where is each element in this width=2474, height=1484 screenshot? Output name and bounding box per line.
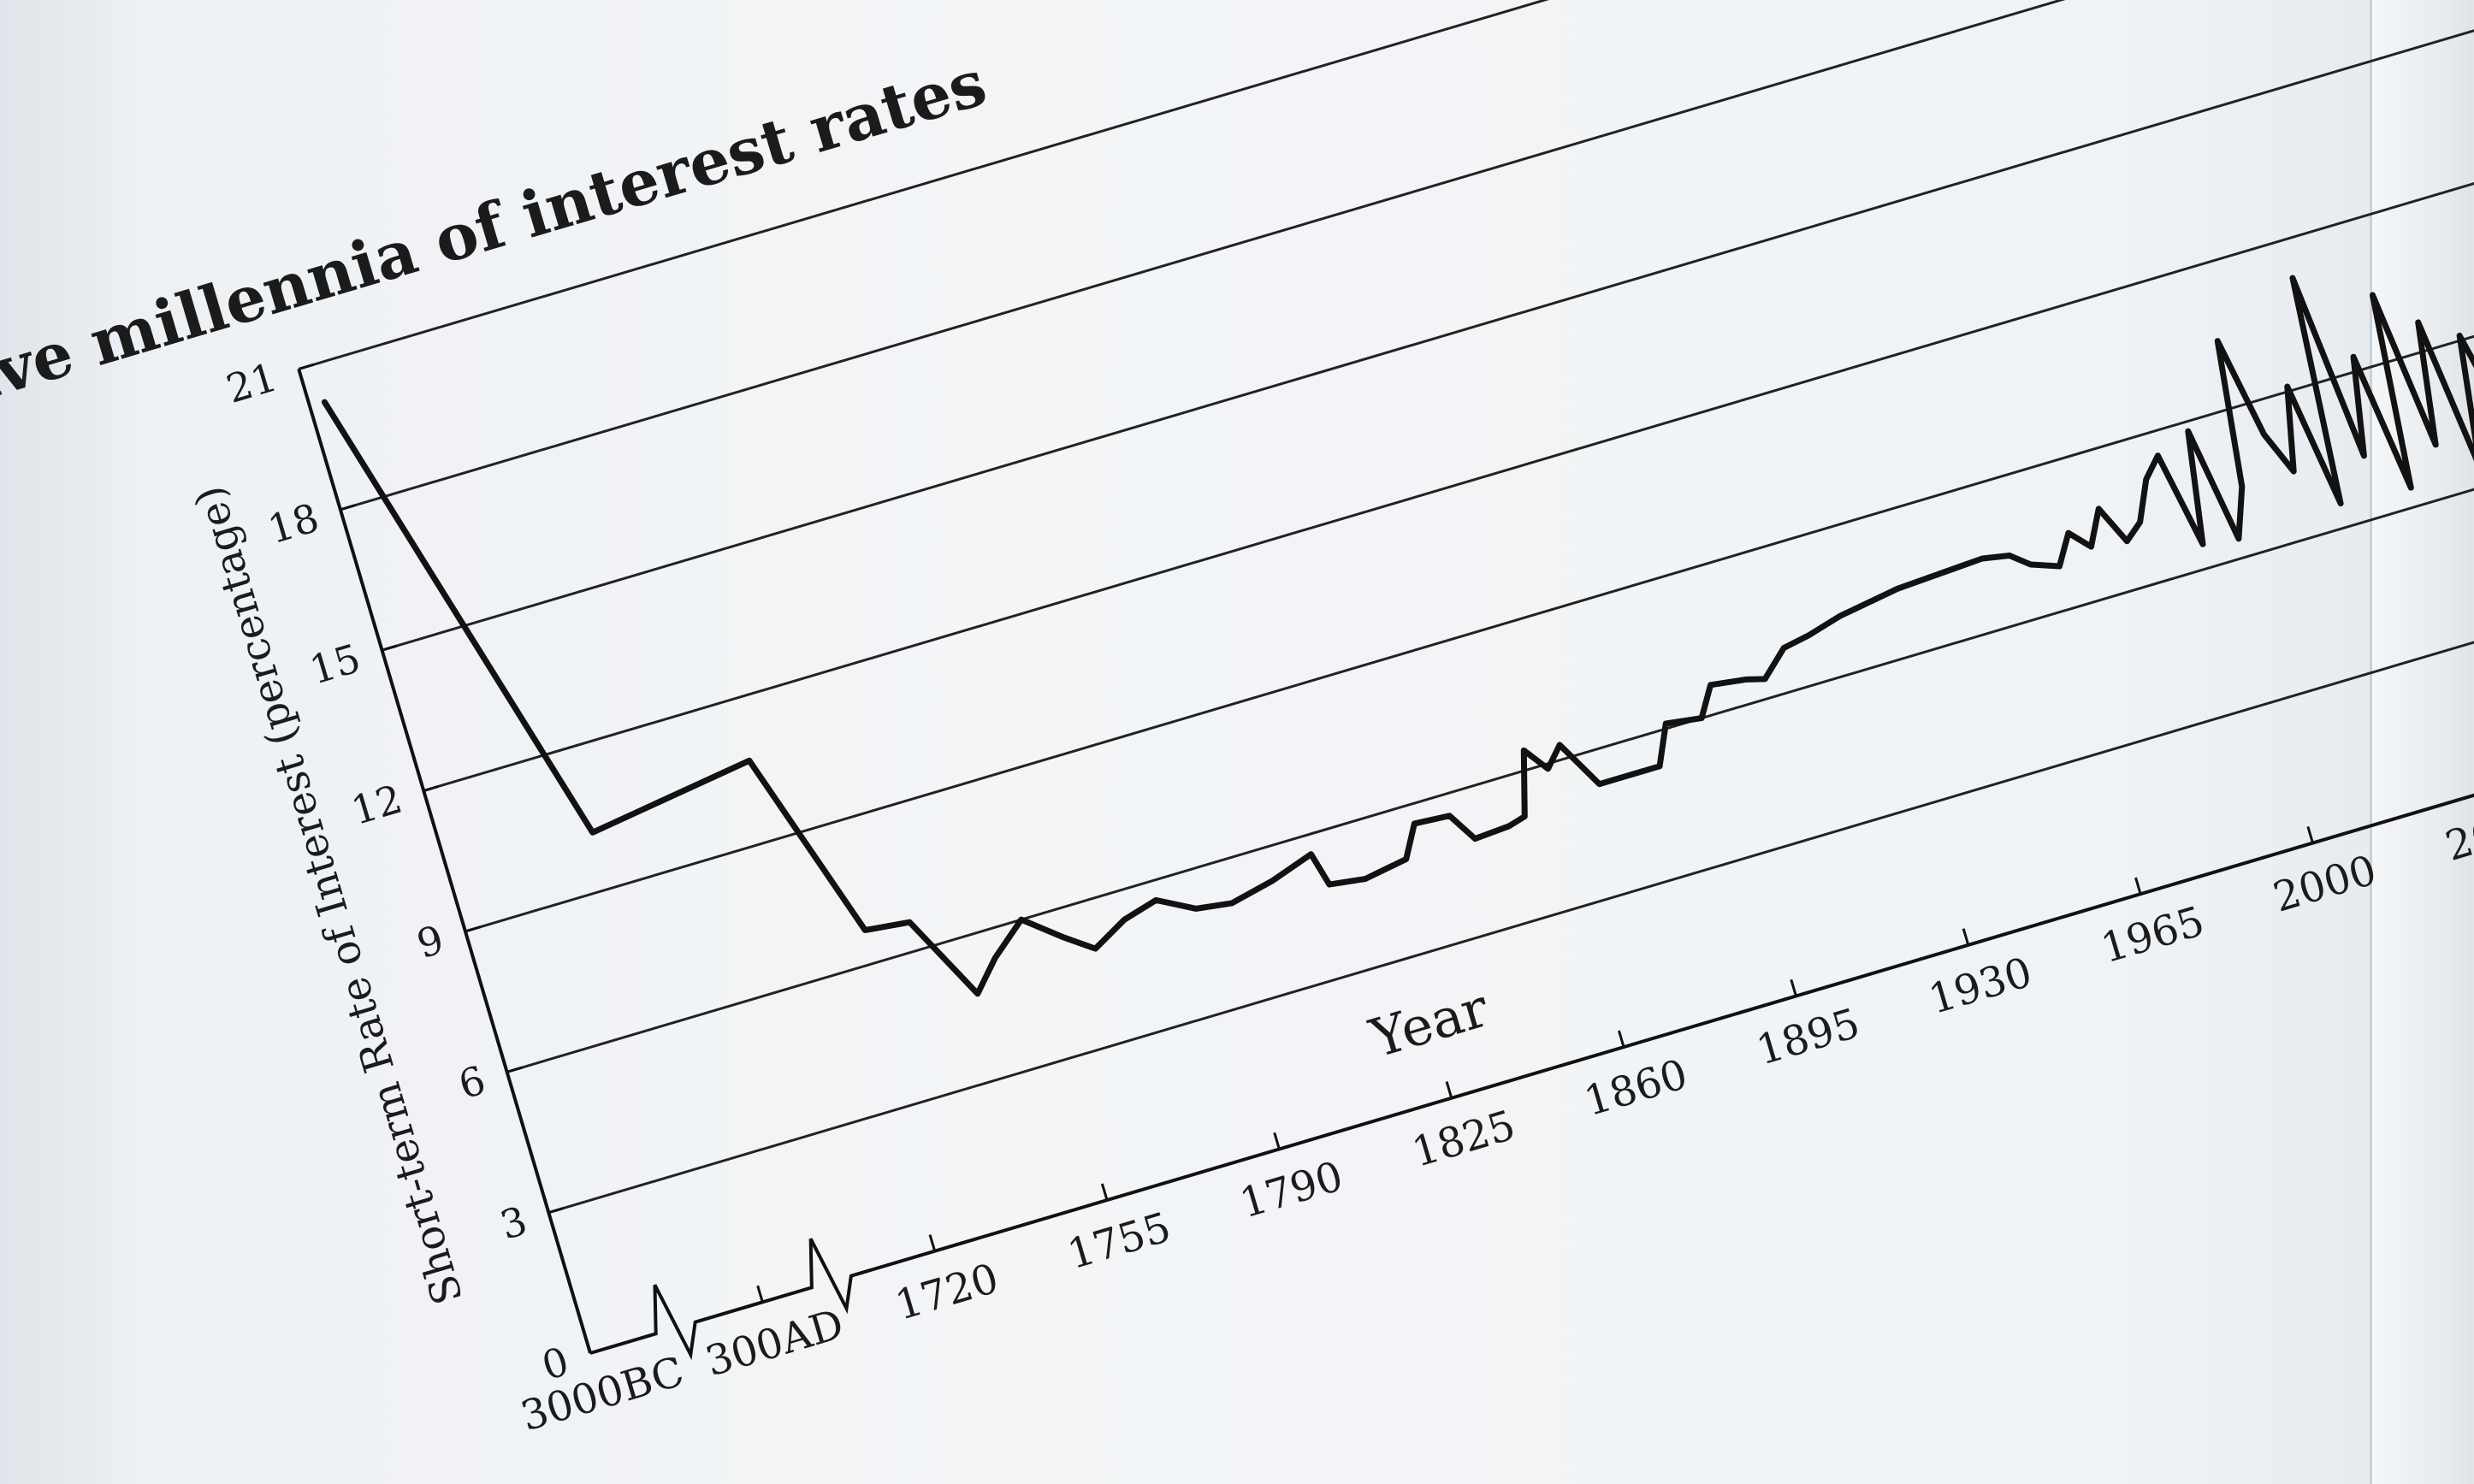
y-tick-mark — [547, 1207, 564, 1215]
x-tick-mark — [1962, 928, 1970, 946]
adjacent-page-edge — [2370, 0, 2474, 1484]
x-tick-label: 2035 — [2441, 795, 2474, 871]
x-tick-label: 1895 — [1751, 999, 1865, 1074]
grid-line — [340, 0, 2474, 511]
x-tick-label: 1720 — [890, 1254, 1003, 1329]
y-tick-mark — [506, 1066, 523, 1073]
axes — [297, 368, 2474, 1361]
y-tick-label: 15 — [305, 635, 365, 693]
x-tick-label: 1825 — [1406, 1102, 1520, 1177]
x-tick-mark — [583, 1336, 592, 1354]
y-tick-mark — [589, 1347, 606, 1355]
interest-rate-series-line — [321, 0, 2474, 997]
x-tick-label: 1930 — [1924, 949, 2038, 1024]
x-tick-label: 1790 — [1234, 1152, 1348, 1227]
x-tick-mark — [928, 1234, 937, 1252]
y-tick-label: 18 — [263, 494, 323, 553]
x-tick-label: 1965 — [2096, 897, 2210, 973]
chart-title: Five millennia of interest rates — [0, 46, 994, 429]
grid-line — [465, 328, 2474, 933]
grid-line — [423, 172, 2474, 792]
x-tick-label: 1755 — [1062, 1203, 1176, 1279]
y-axis-label: Short-term Rate of Interest (percentage) — [185, 481, 472, 1310]
y-tick-mark — [423, 784, 439, 792]
x-tick-mark — [1445, 1081, 1453, 1099]
y-tick-label: 3 — [495, 1197, 532, 1249]
x-tick-mark — [2306, 825, 2314, 843]
x-tick-label: 2000 — [2268, 846, 2382, 921]
x-tick-mark — [1790, 978, 1797, 996]
y-tick-label: 9 — [411, 916, 448, 967]
grid-line — [382, 17, 2474, 652]
x-axis-line — [589, 790, 2474, 1361]
y-tick-label: 6 — [453, 1056, 490, 1108]
x-tick-label: 1860 — [1579, 1050, 1693, 1126]
x-tick-mark — [2134, 877, 2142, 895]
y-tick-label: 21 — [222, 353, 282, 411]
x-tick-mark — [1617, 1030, 1625, 1048]
y-axis-line — [297, 368, 592, 1354]
x-tick-mark — [756, 1285, 764, 1303]
y-tick-mark — [465, 925, 481, 933]
x-axis-label: Year — [1363, 976, 1495, 1070]
grid-line — [298, 0, 2474, 370]
grid-line — [506, 482, 2474, 1073]
x-tick-mark — [1273, 1132, 1281, 1150]
y-tick-mark — [298, 363, 314, 370]
y-tick-mark — [340, 504, 356, 511]
x-tick-mark — [1100, 1183, 1109, 1201]
y-tick-label: 12 — [346, 776, 407, 834]
grid-lines — [298, 0, 2474, 1215]
series-lines — [321, 0, 2474, 997]
grid-line — [547, 637, 2474, 1215]
y-tick-mark — [382, 644, 398, 652]
x-tick-labels: 3000BC300AD17201755179018251860189519301… — [516, 795, 2474, 1441]
